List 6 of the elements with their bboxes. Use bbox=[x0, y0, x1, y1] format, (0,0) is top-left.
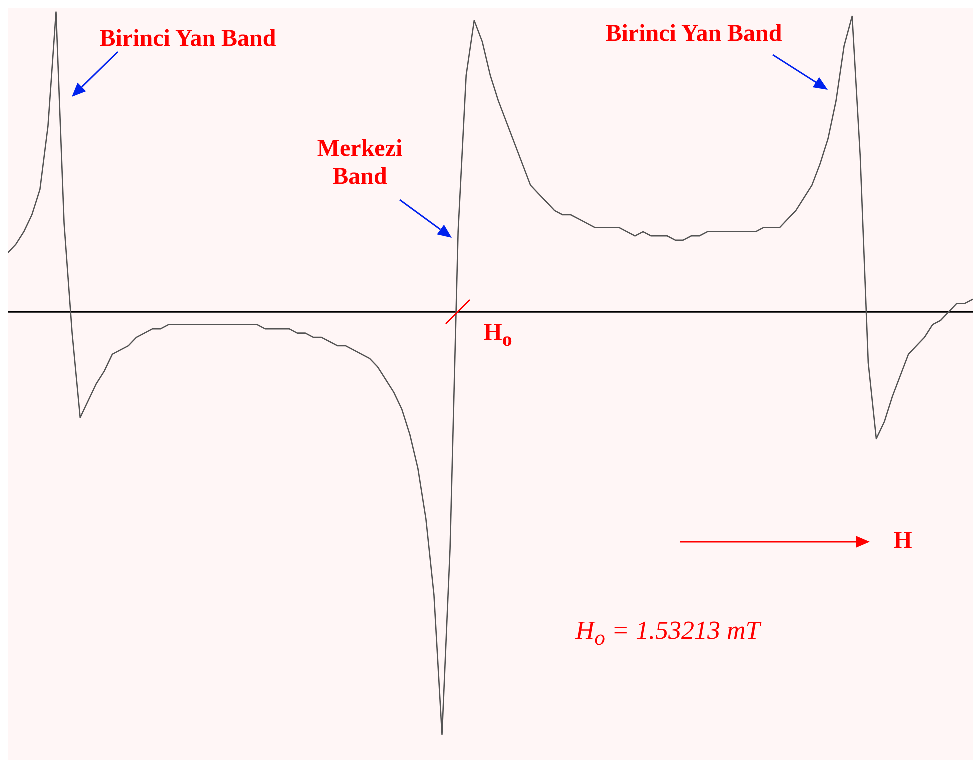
annotation: H bbox=[892, 528, 914, 556]
annotation: H$_{o}$ = 1.53213 mT bbox=[574, 616, 763, 652]
annotation: Birinci Yan Band bbox=[604, 21, 784, 49]
annotation: Birinci Yan Band bbox=[98, 26, 278, 54]
annotation: H$_{o}$ bbox=[482, 320, 514, 352]
annotation: Merkezi Band bbox=[316, 136, 404, 192]
